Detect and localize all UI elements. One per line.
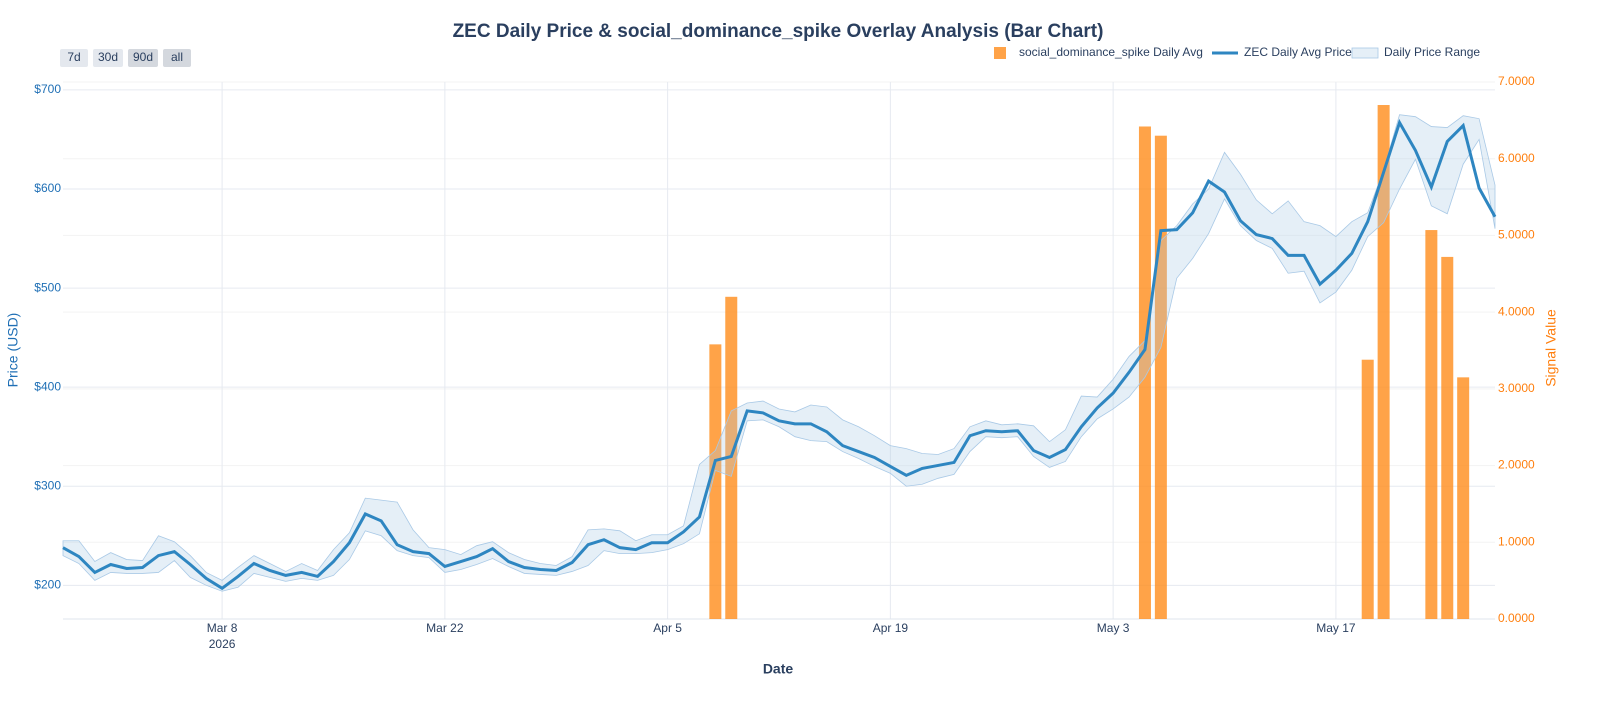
signal-bar (709, 344, 722, 619)
range-button-label: 7d (67, 50, 80, 64)
y-tick-label: $500 (34, 280, 61, 294)
x-tick-label: May 17 (1316, 621, 1356, 635)
x-axis-title: Date (763, 661, 794, 677)
y-tick-label: $600 (34, 181, 61, 195)
y2-tick-label: 0.0000 (1498, 611, 1535, 625)
range-button-label: all (171, 50, 183, 64)
x-tick-label: Apr 5 (653, 621, 682, 635)
y2-tick-label: 1.0000 (1498, 534, 1535, 548)
range-button-bg (60, 49, 88, 67)
y2-tick-label: 6.0000 (1498, 151, 1535, 165)
signal-bar (1377, 105, 1390, 619)
x-tick-label: Mar 22 (426, 621, 464, 635)
signal-bar (1361, 359, 1374, 619)
range-button[interactable]: 7d (60, 49, 88, 67)
range-button[interactable]: 90d (128, 49, 158, 67)
y-tick-label: $400 (34, 379, 61, 393)
y2-tick-label: 4.0000 (1498, 304, 1535, 318)
y2-axis-title: Signal Value (1543, 309, 1559, 387)
range-button-label: 30d (98, 50, 118, 64)
y2-tick-label: 7.0000 (1498, 74, 1535, 88)
legend-label: Daily Price Range (1384, 45, 1480, 59)
x-tick-label: May 3 (1097, 621, 1130, 635)
price-line (62, 118, 1497, 591)
range-button-label: 90d (133, 50, 153, 64)
signal-bar (1441, 256, 1454, 619)
signal-bar (1425, 230, 1438, 619)
price-range-band (62, 114, 1496, 592)
range-button-bg (93, 49, 123, 67)
chart-title: ZEC Daily Price & social_dominance_spike… (453, 21, 1104, 42)
legend-swatch (1351, 47, 1379, 59)
y2-tick-label: 5.0000 (1498, 228, 1535, 242)
y2-tick-label: 2.0000 (1498, 458, 1535, 472)
legend-swatch (994, 47, 1006, 59)
signal-bar (1457, 377, 1470, 619)
y2-tick-label: 3.0000 (1498, 381, 1535, 395)
y-axis-title: Price (USD) (5, 313, 21, 388)
range-button[interactable]: all (163, 49, 191, 67)
x-tick-label: Mar 8 (207, 621, 238, 635)
legend-label: ZEC Daily Avg Price (1244, 45, 1352, 59)
signal-bar (1154, 135, 1167, 619)
legend-label: social_dominance_spike Daily Avg (1019, 45, 1203, 59)
y-tick-label: $700 (34, 82, 61, 96)
range-button-bg (163, 49, 191, 67)
range-button[interactable]: 30d (93, 49, 123, 67)
x-tick-year: 2026 (209, 637, 236, 651)
x-tick-label: Apr 19 (873, 621, 909, 635)
y-tick-label: $200 (34, 577, 61, 591)
range-button-bg (128, 49, 158, 67)
y-tick-label: $300 (34, 478, 61, 492)
signal-bar (1138, 126, 1151, 619)
